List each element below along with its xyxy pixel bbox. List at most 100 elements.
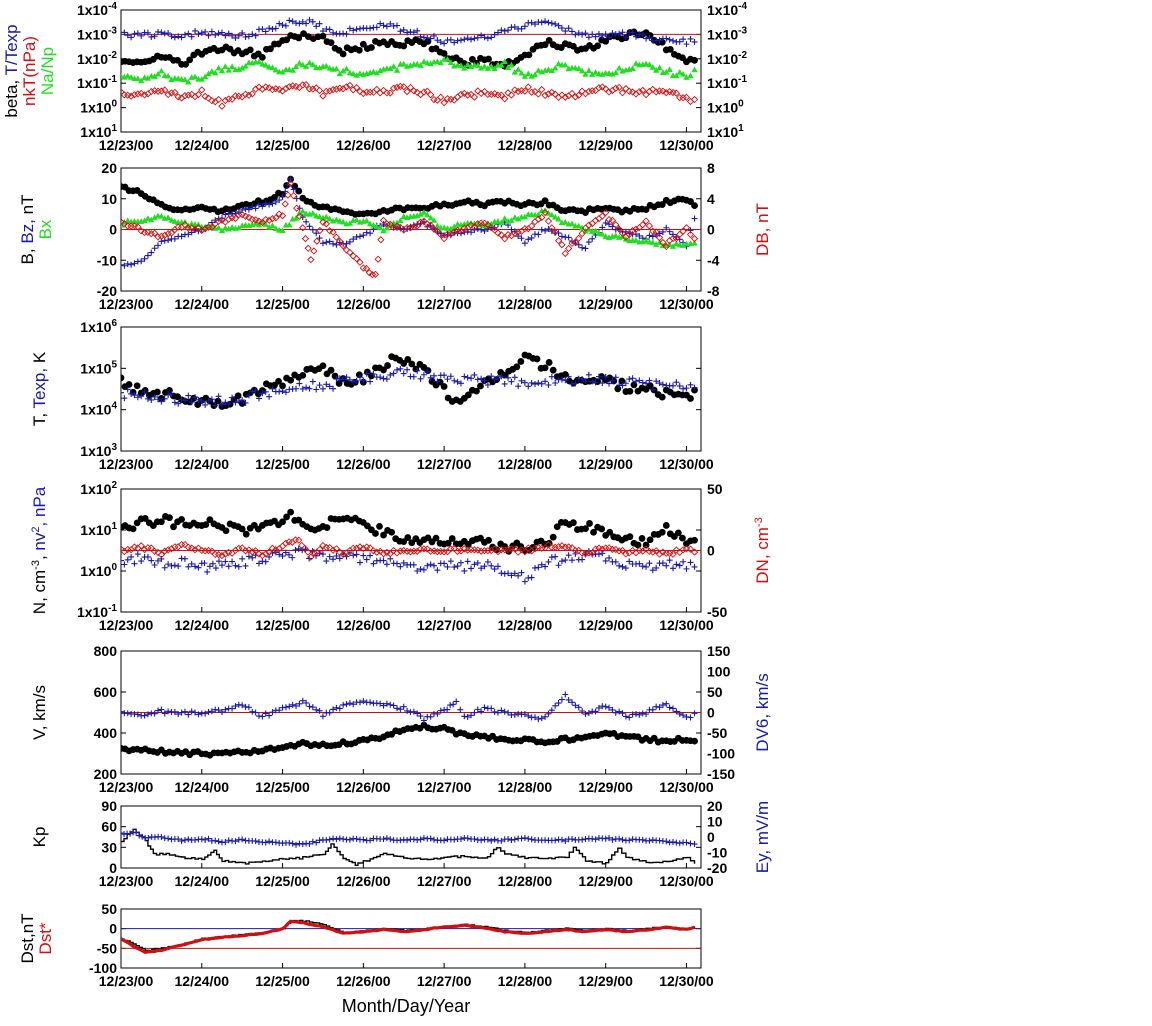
data-point	[212, 565, 219, 572]
data-point	[296, 20, 303, 27]
data-point	[188, 708, 195, 715]
data-point	[144, 228, 152, 236]
data-point	[488, 837, 495, 844]
data-point	[202, 401, 209, 408]
data-point	[582, 245, 589, 252]
data-point	[498, 27, 505, 34]
data-point	[518, 377, 525, 384]
data-point	[359, 89, 367, 98]
data-point	[669, 231, 676, 238]
data-point	[307, 553, 315, 561]
data-point	[343, 701, 350, 708]
data-point	[128, 390, 135, 397]
data-point	[410, 373, 417, 380]
data-point	[319, 541, 327, 550]
data-point	[181, 540, 189, 549]
data-point	[612, 545, 620, 554]
data-point	[606, 34, 613, 41]
data-point	[437, 59, 444, 66]
data-point	[158, 29, 165, 36]
data-point	[259, 390, 266, 397]
x-tick-label: 12/23/00	[99, 137, 154, 153]
data-point	[368, 44, 375, 51]
data-point	[658, 201, 666, 208]
data-point	[188, 33, 195, 40]
data-point	[201, 73, 209, 80]
data-point	[447, 230, 455, 238]
data-point	[632, 33, 639, 40]
data-point	[229, 558, 236, 565]
data-point	[511, 68, 519, 75]
data-point	[131, 392, 138, 399]
data-point	[218, 401, 225, 408]
data-point	[238, 210, 246, 219]
data-point	[367, 230, 374, 237]
data-point	[676, 382, 683, 389]
data-point	[474, 87, 482, 95]
data-point	[481, 563, 488, 570]
data-point	[626, 376, 633, 383]
data-point	[622, 380, 629, 387]
data-point	[417, 33, 424, 40]
data-point	[691, 737, 698, 745]
data-point	[595, 551, 602, 558]
data-point	[330, 29, 337, 36]
data-point	[332, 85, 341, 93]
data-point	[541, 208, 549, 217]
data-point	[410, 29, 417, 36]
data-point	[437, 39, 444, 46]
data-point	[642, 206, 650, 213]
data-point	[511, 23, 518, 30]
data-point	[508, 378, 515, 385]
data-point	[313, 706, 320, 713]
right-tick-label: 8	[707, 160, 715, 176]
data-point	[339, 85, 347, 93]
left-tick-label: 1x103	[80, 442, 117, 459]
data-point	[185, 392, 192, 399]
data-point	[544, 90, 553, 98]
data-point	[218, 102, 226, 110]
data-point	[121, 557, 124, 564]
right-axis-label: DN, cm-3	[753, 517, 772, 583]
data-point	[295, 536, 303, 544]
data-point	[165, 392, 172, 399]
data-point	[653, 564, 660, 571]
data-point	[525, 51, 533, 59]
data-point	[290, 186, 297, 193]
data-point	[268, 544, 277, 552]
x-tick-label: 12/23/00	[99, 779, 154, 795]
data-point	[545, 558, 552, 565]
data-point	[138, 258, 145, 265]
data-point	[628, 546, 637, 555]
data-point	[434, 567, 441, 574]
data-point	[513, 363, 521, 371]
data-point	[490, 545, 499, 553]
data-point	[511, 229, 519, 238]
data-point	[269, 26, 276, 33]
series-bz	[121, 175, 698, 269]
data-point	[662, 242, 670, 251]
plot-frame	[120, 805, 702, 869]
data-point	[457, 230, 464, 237]
left-tick-label: 1x10-1	[77, 74, 117, 91]
right-axis-label: DB, nT	[753, 203, 772, 256]
data-point	[282, 704, 289, 711]
data-point	[404, 707, 411, 714]
data-point	[473, 387, 480, 395]
data-point	[168, 33, 175, 40]
data-point	[235, 563, 242, 570]
data-point	[427, 35, 434, 42]
data-point	[690, 95, 699, 104]
x-tick-label: 12/28/00	[498, 779, 553, 795]
data-point	[498, 219, 505, 226]
data-point	[691, 215, 698, 222]
data-point	[249, 388, 256, 395]
data-point	[175, 711, 182, 718]
data-point	[356, 699, 363, 706]
data-point	[121, 830, 124, 837]
data-point	[283, 36, 290, 44]
data-point	[400, 703, 407, 710]
data-point	[447, 702, 454, 709]
x-tick-label: 12/26/00	[336, 779, 391, 795]
data-point	[282, 539, 290, 547]
